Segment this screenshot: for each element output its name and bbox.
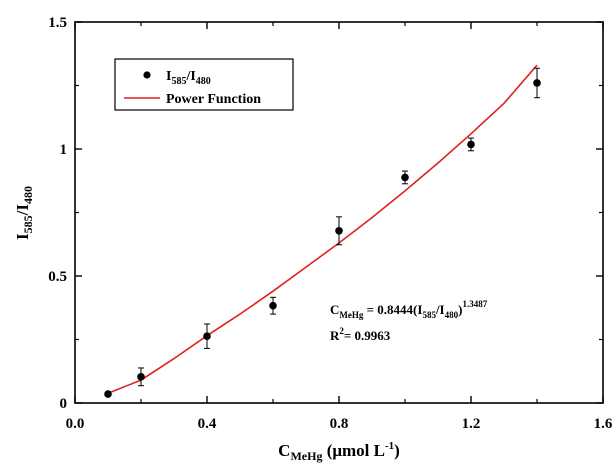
legend-entry-ratio: I585/I480 (166, 69, 211, 87)
y-tick-label: 1 (60, 142, 68, 158)
x-tick-label: 0.0 (66, 416, 85, 432)
x-tick-label: 0.4 (198, 416, 217, 432)
y-tick-labels: 0 0.5 1 1.5 (48, 15, 67, 412)
data-point (467, 140, 475, 149)
data-point (269, 301, 277, 310)
x-axis-title: CMeHg (μmol L-1) (278, 440, 400, 463)
data-point (137, 373, 145, 381)
y-axis-title: I585/I480 (13, 186, 35, 240)
legend-marker-dot (143, 71, 151, 79)
y-tick-label: 0 (60, 396, 68, 412)
x-tick-label: 1.6 (594, 416, 613, 432)
data-point (104, 390, 112, 398)
data-points-series (104, 67, 541, 398)
equation-annotation: CMeHg = 0.8444(I585/I480)1.3487 (330, 299, 488, 320)
data-point (533, 79, 541, 87)
data-point (203, 332, 211, 340)
x-tick-labels: 0.0 0.4 0.8 1.2 1.6 (66, 416, 613, 432)
x-tick-label: 0.8 (330, 416, 349, 432)
legend-box (114, 58, 294, 111)
data-point (335, 226, 343, 235)
y-tick-label: 0.5 (48, 269, 67, 285)
y-tick-label: 1.5 (48, 15, 67, 31)
power-function-series (107, 64, 538, 395)
power-function-line (107, 64, 538, 395)
data-point (401, 173, 409, 182)
axis-ticks (74, 21, 604, 404)
r-squared-annotation: R2= 0.9963 (330, 326, 391, 343)
x-tick-label: 1.2 (462, 416, 481, 432)
legend-entry-power-function: Power Function (166, 92, 261, 107)
legend: I585/I480 Power Function (114, 58, 294, 111)
